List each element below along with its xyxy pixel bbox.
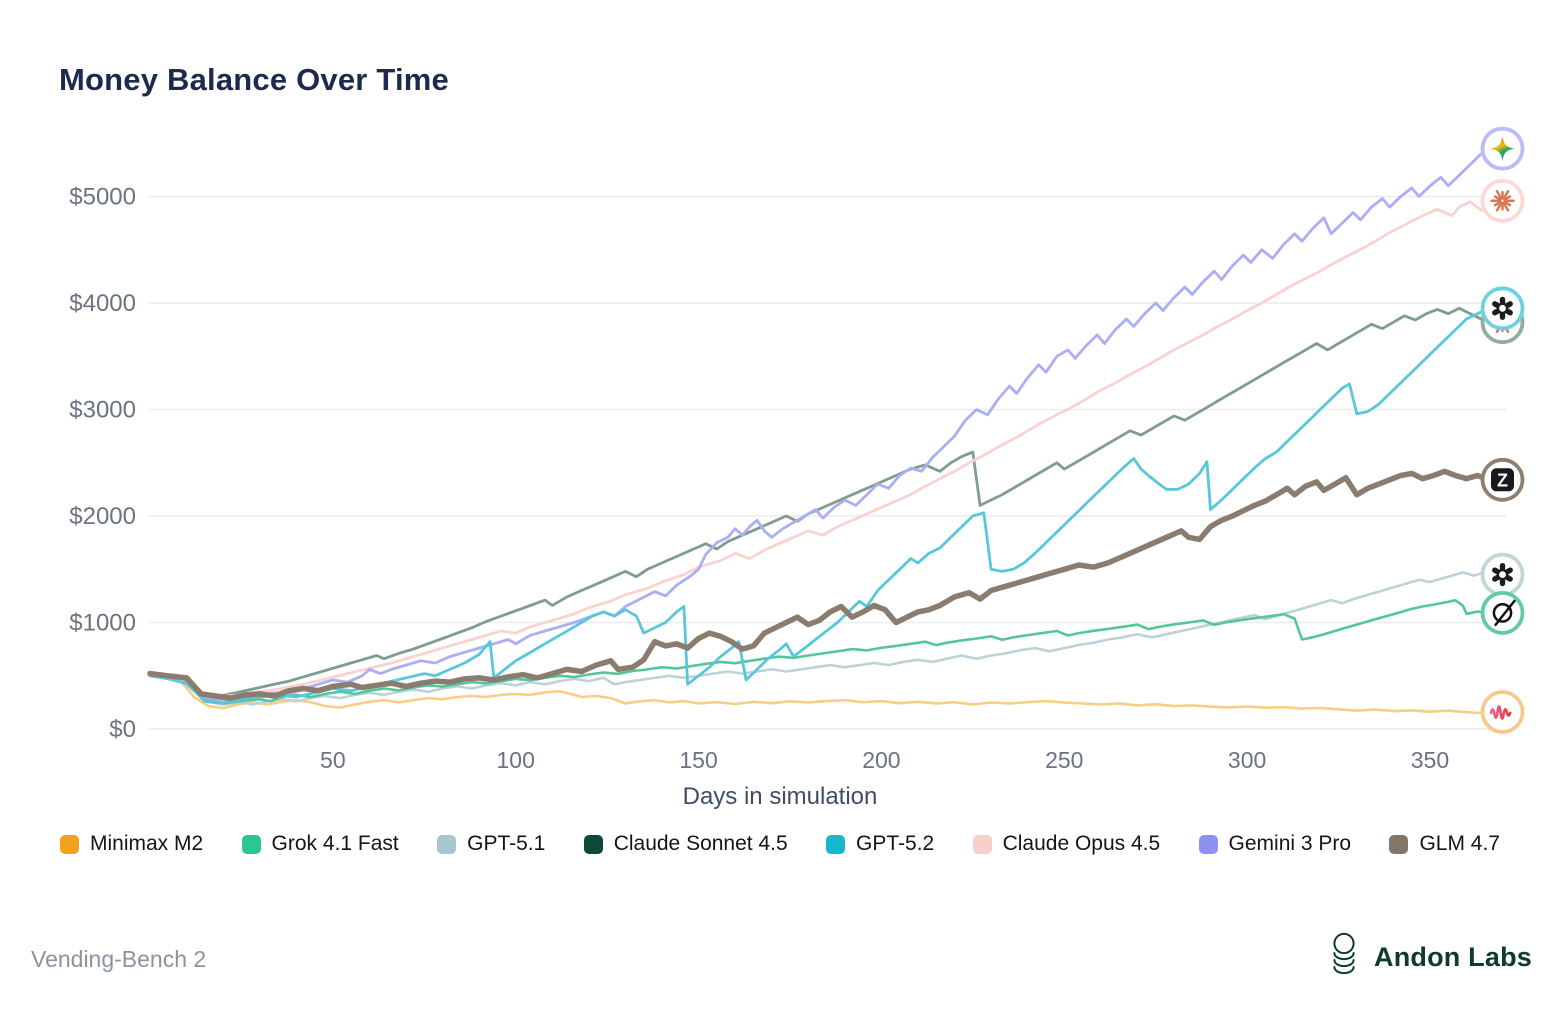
benchmark-name: Vending-Bench 2 (31, 946, 207, 972)
gemini-star (1480, 126, 1525, 171)
anthropic-starburst (1480, 178, 1525, 223)
line-grok-4-1-fast (148, 598, 1490, 705)
y-tick-labels: $0 $1000 $2000 $3000 $4000 $5000 (69, 184, 136, 744)
openai-logo (1480, 552, 1525, 597)
openai-logo (1480, 286, 1525, 331)
andon-labs-brand: Andon Labs (1324, 932, 1532, 982)
legend-item-glm-4-7: GLM 4.7 (1389, 832, 1500, 856)
legend-label: Claude Sonnet 4.5 (613, 832, 788, 855)
y-tick-label: $1000 (69, 610, 136, 637)
line-gemini-3-pro (148, 147, 1490, 703)
legend-label: Gemini 3 Pro (1228, 832, 1352, 855)
legend-swatch (437, 834, 457, 854)
legend-swatch (1389, 834, 1409, 854)
line-minimax-m2 (148, 674, 1490, 715)
endpoint-icons: Z (1480, 126, 1525, 734)
y-tick-label: $5000 (69, 184, 136, 211)
brand-name: Andon Labs (1374, 941, 1532, 972)
legend-label: Claude Opus 4.5 (1002, 832, 1161, 855)
line-claude-opus-4-5 (148, 199, 1490, 699)
chart-legend: Minimax M2 Grok 4.1 Fast GPT-5.1 Claude Son… (60, 832, 1500, 856)
series-lines (147, 147, 1492, 715)
legend-swatch (972, 834, 992, 854)
legend-item-claude-sonnet-4-5: Claude Sonnet 4.5 (583, 832, 788, 856)
minimax-wave (1480, 690, 1525, 734)
y-tick-label: $2000 (69, 503, 136, 530)
legend-item-claude-opus-4-5: Claude Opus 4.5 (972, 832, 1161, 856)
x-tick-label: 200 (862, 747, 900, 773)
x-tick-labels: 50 100 150 200 250 300 350 (320, 747, 1449, 773)
legend-label: Minimax M2 (90, 832, 204, 855)
svg-text:Z: Z (1497, 470, 1508, 490)
line-claude-sonnet-4-5 (148, 306, 1490, 699)
x-tick-label: 100 (497, 747, 535, 773)
chart-title: Money Balance Over Time (59, 62, 449, 97)
legend-swatch (60, 834, 79, 854)
zai-logo: Z (1480, 457, 1525, 502)
legend-label: GPT-5.2 (856, 832, 935, 855)
xai-mark (1480, 591, 1525, 635)
line-glm-4-7 (147, 468, 1492, 701)
legend-item-gpt-5-2: GPT-5.2 (826, 832, 934, 856)
x-tick-label: 50 (320, 747, 346, 773)
line-gpt-5-1 (148, 571, 1490, 706)
y-tick-label: $4000 (69, 290, 136, 317)
x-tick-label: 300 (1228, 747, 1266, 773)
legend-item-grok-4-1-fast: Grok 4.1 Fast (241, 832, 399, 856)
legend-label: GPT-5.1 (467, 832, 546, 855)
y-tick-label: $0 (109, 716, 136, 743)
x-tick-label: 250 (1045, 747, 1083, 773)
x-axis-label: Days in simulation (682, 783, 878, 810)
legend-swatch (241, 834, 261, 854)
legend-item-minimax-m2: Minimax M2 (60, 832, 203, 856)
legend-swatch (1198, 834, 1218, 854)
legend-label: Grok 4.1 Fast (271, 832, 399, 855)
andon-labs-coins-icon (1333, 932, 1355, 975)
legend-item-gemini-3-pro: Gemini 3 Pro (1198, 832, 1352, 856)
x-tick-label: 150 (679, 747, 717, 773)
legend-swatch (583, 834, 603, 854)
x-tick-label: 350 (1411, 747, 1449, 773)
y-gridlines (148, 195, 1506, 730)
y-tick-label: $3000 (69, 397, 136, 424)
legend-label: GLM 4.7 (1419, 832, 1500, 855)
legend-item-gpt-5-1: GPT-5.1 (437, 832, 545, 856)
line-gpt-5-2 (148, 306, 1490, 705)
legend-swatch (826, 834, 846, 854)
